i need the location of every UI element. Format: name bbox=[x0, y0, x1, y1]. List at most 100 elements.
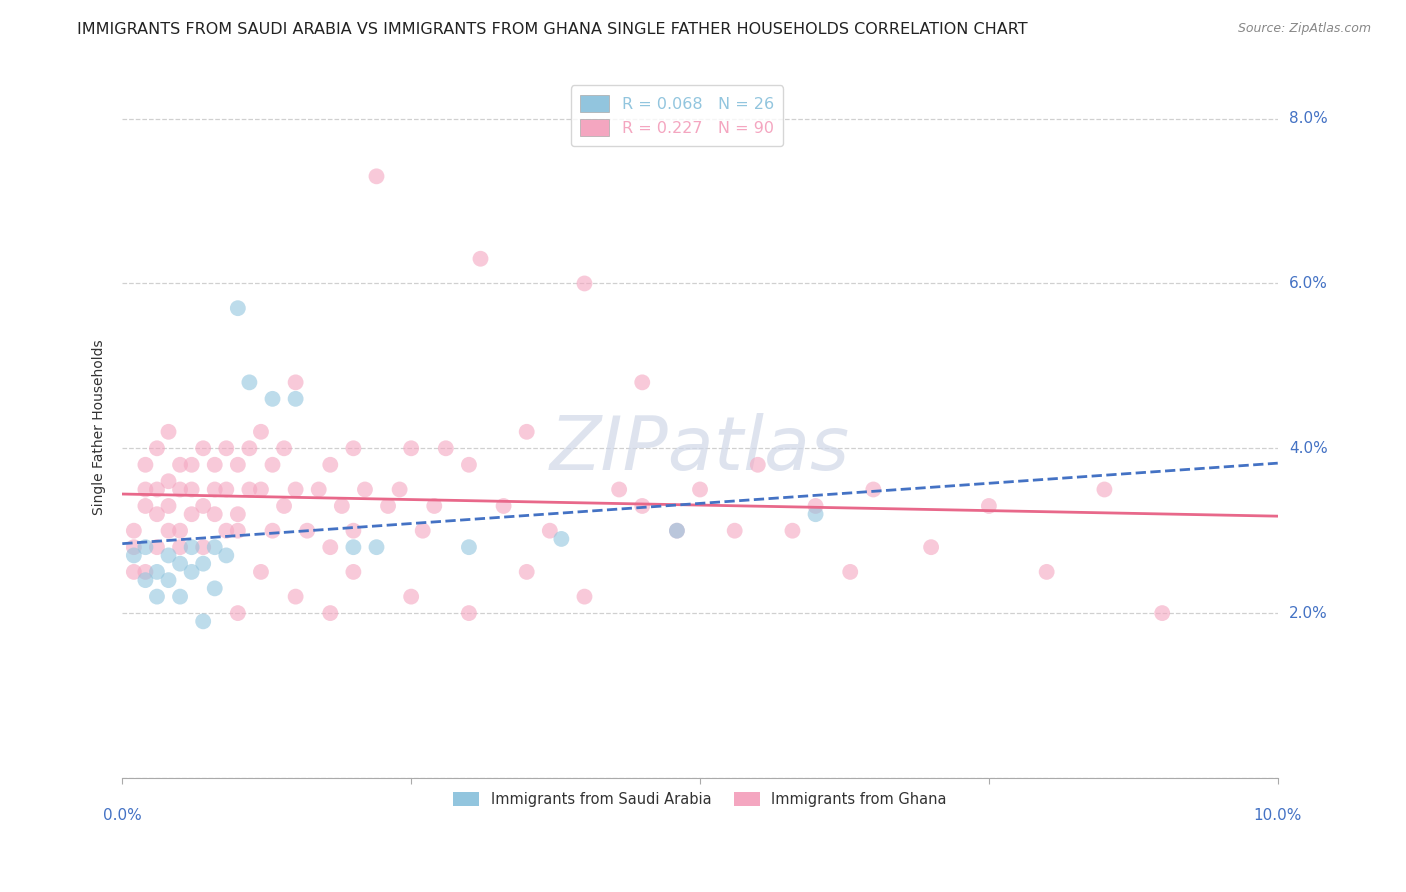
Text: 6.0%: 6.0% bbox=[1289, 276, 1327, 291]
Point bbox=[319, 606, 342, 620]
Point bbox=[342, 524, 364, 538]
Point bbox=[412, 524, 434, 538]
Point bbox=[169, 483, 191, 497]
Text: 10.0%: 10.0% bbox=[1254, 808, 1302, 823]
Point bbox=[180, 540, 202, 554]
Point bbox=[134, 565, 156, 579]
Point bbox=[193, 557, 215, 571]
Point bbox=[122, 549, 145, 563]
Point bbox=[550, 532, 572, 546]
Point bbox=[458, 606, 481, 620]
Point bbox=[250, 483, 273, 497]
Point bbox=[342, 540, 364, 554]
Point bbox=[470, 252, 492, 266]
Point bbox=[146, 590, 169, 604]
Text: 4.0%: 4.0% bbox=[1289, 441, 1327, 456]
Point bbox=[273, 442, 295, 456]
Point bbox=[226, 524, 249, 538]
Point bbox=[204, 483, 226, 497]
Point bbox=[262, 458, 284, 472]
Point bbox=[169, 458, 191, 472]
Point bbox=[284, 590, 307, 604]
Text: IMMIGRANTS FROM SAUDI ARABIA VS IMMIGRANTS FROM GHANA SINGLE FATHER HOUSEHOLDS C: IMMIGRANTS FROM SAUDI ARABIA VS IMMIGRAN… bbox=[77, 22, 1028, 37]
Point bbox=[295, 524, 318, 538]
Point bbox=[399, 442, 422, 456]
Point bbox=[330, 499, 353, 513]
Point bbox=[977, 499, 1000, 513]
Point bbox=[157, 475, 180, 489]
Point bbox=[146, 483, 169, 497]
Point bbox=[204, 540, 226, 554]
Point bbox=[134, 499, 156, 513]
Point bbox=[238, 483, 260, 497]
Point bbox=[193, 442, 215, 456]
Point bbox=[204, 458, 226, 472]
Point bbox=[724, 524, 747, 538]
Point bbox=[665, 524, 688, 538]
Point bbox=[122, 565, 145, 579]
Point bbox=[631, 376, 654, 390]
Point bbox=[423, 499, 446, 513]
Point bbox=[226, 458, 249, 472]
Point bbox=[157, 425, 180, 439]
Point bbox=[215, 524, 238, 538]
Point bbox=[122, 524, 145, 538]
Point bbox=[689, 483, 711, 497]
Point bbox=[134, 483, 156, 497]
Point bbox=[134, 573, 156, 587]
Text: 2.0%: 2.0% bbox=[1289, 606, 1327, 621]
Point bbox=[342, 565, 364, 579]
Point bbox=[631, 499, 654, 513]
Point bbox=[157, 499, 180, 513]
Point bbox=[146, 442, 169, 456]
Point bbox=[262, 392, 284, 406]
Point bbox=[516, 565, 538, 579]
Point bbox=[319, 540, 342, 554]
Point bbox=[665, 524, 688, 538]
Text: Source: ZipAtlas.com: Source: ZipAtlas.com bbox=[1237, 22, 1371, 36]
Text: ZIPatlas: ZIPatlas bbox=[550, 413, 851, 484]
Point bbox=[839, 565, 862, 579]
Point bbox=[273, 499, 295, 513]
Point bbox=[134, 540, 156, 554]
Legend: Immigrants from Saudi Arabia, Immigrants from Ghana: Immigrants from Saudi Arabia, Immigrants… bbox=[447, 786, 953, 813]
Point bbox=[377, 499, 399, 513]
Point bbox=[319, 458, 342, 472]
Y-axis label: Single Father Households: Single Father Households bbox=[93, 340, 107, 516]
Point bbox=[458, 458, 481, 472]
Point bbox=[250, 565, 273, 579]
Point bbox=[180, 507, 202, 521]
Point bbox=[920, 540, 942, 554]
Point bbox=[804, 507, 827, 521]
Point bbox=[804, 499, 827, 513]
Point bbox=[862, 483, 884, 497]
Point bbox=[354, 483, 377, 497]
Point bbox=[204, 582, 226, 596]
Point bbox=[122, 540, 145, 554]
Text: 8.0%: 8.0% bbox=[1289, 112, 1327, 126]
Point bbox=[366, 169, 388, 184]
Point bbox=[1035, 565, 1057, 579]
Point bbox=[180, 458, 202, 472]
Point bbox=[238, 376, 260, 390]
Point bbox=[193, 615, 215, 629]
Point bbox=[157, 573, 180, 587]
Point bbox=[308, 483, 330, 497]
Point bbox=[134, 458, 156, 472]
Point bbox=[226, 507, 249, 521]
Point bbox=[157, 549, 180, 563]
Point bbox=[169, 540, 191, 554]
Point bbox=[574, 590, 596, 604]
Point bbox=[388, 483, 411, 497]
Point bbox=[226, 606, 249, 620]
Point bbox=[157, 524, 180, 538]
Point bbox=[262, 524, 284, 538]
Point bbox=[284, 483, 307, 497]
Point bbox=[226, 301, 249, 316]
Point bbox=[146, 540, 169, 554]
Point bbox=[399, 590, 422, 604]
Point bbox=[574, 277, 596, 291]
Point bbox=[215, 483, 238, 497]
Point bbox=[747, 458, 769, 472]
Point bbox=[366, 540, 388, 554]
